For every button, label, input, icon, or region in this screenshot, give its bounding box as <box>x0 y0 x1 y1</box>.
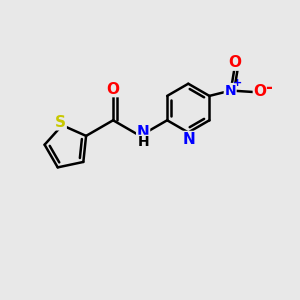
Text: +: + <box>233 77 242 88</box>
Text: O: O <box>228 55 241 70</box>
Text: N: N <box>137 125 149 140</box>
Text: -: - <box>266 79 272 97</box>
Text: S: S <box>55 115 66 130</box>
Text: N: N <box>224 84 236 98</box>
Text: O: O <box>254 84 266 99</box>
Text: H: H <box>137 135 149 149</box>
Text: N: N <box>183 131 196 146</box>
Text: O: O <box>106 82 120 97</box>
